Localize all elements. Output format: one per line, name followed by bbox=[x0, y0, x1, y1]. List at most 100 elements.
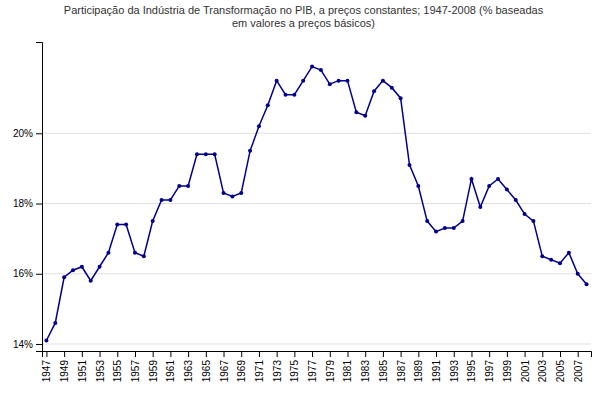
x-tick: 1947 bbox=[41, 351, 52, 382]
marker bbox=[487, 184, 491, 188]
x-tick-label: 1983 bbox=[360, 360, 371, 383]
y-axis-line bbox=[36, 43, 43, 352]
chart: 14%16%18%20%1947194919511953195519571959… bbox=[0, 0, 607, 397]
x-tick-mark bbox=[401, 351, 402, 357]
x-tick-mark bbox=[82, 351, 83, 357]
x-tick-label: 1967 bbox=[219, 360, 230, 383]
y-tick: 20% bbox=[13, 128, 42, 139]
marker bbox=[142, 254, 146, 258]
marker bbox=[505, 187, 509, 191]
x-tick-mark bbox=[241, 351, 242, 357]
marker bbox=[257, 124, 261, 128]
marker bbox=[549, 258, 553, 262]
marker bbox=[514, 198, 518, 202]
x-tick-mark bbox=[454, 351, 455, 357]
marker bbox=[204, 152, 208, 156]
x-tick-mark bbox=[135, 351, 136, 357]
x-tick: 2003 bbox=[537, 351, 548, 382]
x-tick: 1981 bbox=[342, 351, 353, 382]
marker bbox=[531, 219, 535, 223]
x-tick-mark bbox=[489, 351, 490, 357]
y-tick-label: 16% bbox=[13, 268, 33, 279]
x-tick-label: 2003 bbox=[537, 360, 548, 383]
marker bbox=[478, 205, 482, 209]
marker bbox=[213, 152, 217, 156]
y-tick: 14% bbox=[13, 339, 42, 350]
x-tick: 1967 bbox=[219, 351, 230, 382]
x-tick-mark bbox=[188, 351, 189, 357]
marker bbox=[239, 191, 243, 195]
x-tick-mark bbox=[578, 351, 579, 357]
x-tick-mark bbox=[525, 351, 526, 357]
title-line: Participação da Indústria de Transformaç… bbox=[64, 4, 544, 16]
marker bbox=[461, 219, 465, 223]
x-tick: 1975 bbox=[289, 351, 300, 382]
x-tick: 2001 bbox=[520, 351, 531, 382]
marker bbox=[301, 79, 305, 83]
x-tick-mark bbox=[259, 351, 260, 357]
plot: 14%16%18%20%1947194919511953195519571959… bbox=[13, 43, 592, 383]
marker bbox=[576, 272, 580, 276]
y-tick-label: 14% bbox=[13, 339, 33, 350]
marker bbox=[53, 321, 57, 325]
x-tick: 1979 bbox=[325, 351, 336, 382]
marker bbox=[195, 152, 199, 156]
marker bbox=[372, 89, 376, 93]
x-tick-label: 1963 bbox=[183, 360, 194, 383]
x-tick: 1959 bbox=[148, 351, 159, 382]
marker bbox=[275, 79, 279, 83]
x-axis-line bbox=[43, 352, 592, 358]
x-tick: 1957 bbox=[130, 351, 141, 382]
x-tick: 1985 bbox=[378, 351, 389, 382]
x-tick-label: 1989 bbox=[413, 360, 424, 383]
y-tick: 18% bbox=[13, 198, 42, 209]
marker bbox=[540, 254, 544, 258]
x-tick-label: 2007 bbox=[573, 360, 584, 383]
marker bbox=[248, 149, 252, 153]
x-tick-mark bbox=[365, 351, 366, 357]
marker bbox=[523, 212, 527, 216]
marker bbox=[319, 68, 323, 72]
x-tick-mark bbox=[117, 351, 118, 357]
marker bbox=[177, 184, 181, 188]
marker bbox=[310, 65, 314, 69]
x-tick-mark bbox=[347, 351, 348, 357]
grid bbox=[42, 133, 591, 344]
x-tick: 1955 bbox=[112, 351, 123, 382]
x-tick-label: 1965 bbox=[201, 360, 212, 383]
grid-line-y bbox=[42, 203, 591, 204]
title-line: em valores a preços básicos) bbox=[232, 17, 375, 29]
x-tick: 1991 bbox=[431, 351, 442, 382]
x-tick-label: 1995 bbox=[466, 360, 477, 383]
x-tick: 1995 bbox=[466, 351, 477, 382]
marker bbox=[44, 338, 48, 342]
marker bbox=[425, 219, 429, 223]
x-tick: 1983 bbox=[360, 351, 371, 382]
x-axis: 1947194919511953195519571959196119631965… bbox=[41, 351, 591, 382]
x-tick-label: 1987 bbox=[396, 360, 407, 383]
marker bbox=[381, 79, 385, 83]
x-tick-mark bbox=[64, 351, 65, 357]
marker bbox=[89, 279, 93, 283]
x-tick-mark bbox=[471, 351, 472, 357]
x-tick-label: 1953 bbox=[95, 360, 106, 383]
x-tick-mark bbox=[507, 351, 508, 357]
x-tick-mark bbox=[312, 351, 313, 357]
x-tick-label: 1951 bbox=[77, 360, 88, 383]
x-tick-label: 1957 bbox=[130, 360, 141, 383]
x-tick: 1977 bbox=[307, 351, 318, 382]
x-tick: 1961 bbox=[165, 351, 176, 382]
x-tick-label: 1955 bbox=[112, 360, 123, 383]
marker bbox=[328, 82, 332, 86]
marker bbox=[124, 223, 128, 227]
marker bbox=[434, 230, 438, 234]
x-tick: 2007 bbox=[573, 351, 584, 382]
marker bbox=[399, 96, 403, 100]
marker bbox=[62, 275, 66, 279]
marker bbox=[71, 268, 75, 272]
y-tick-label: 20% bbox=[13, 128, 33, 139]
marker bbox=[585, 282, 589, 286]
x-tick-mark bbox=[383, 351, 384, 357]
x-tick-mark bbox=[542, 351, 543, 357]
x-tick: 1953 bbox=[95, 351, 106, 382]
